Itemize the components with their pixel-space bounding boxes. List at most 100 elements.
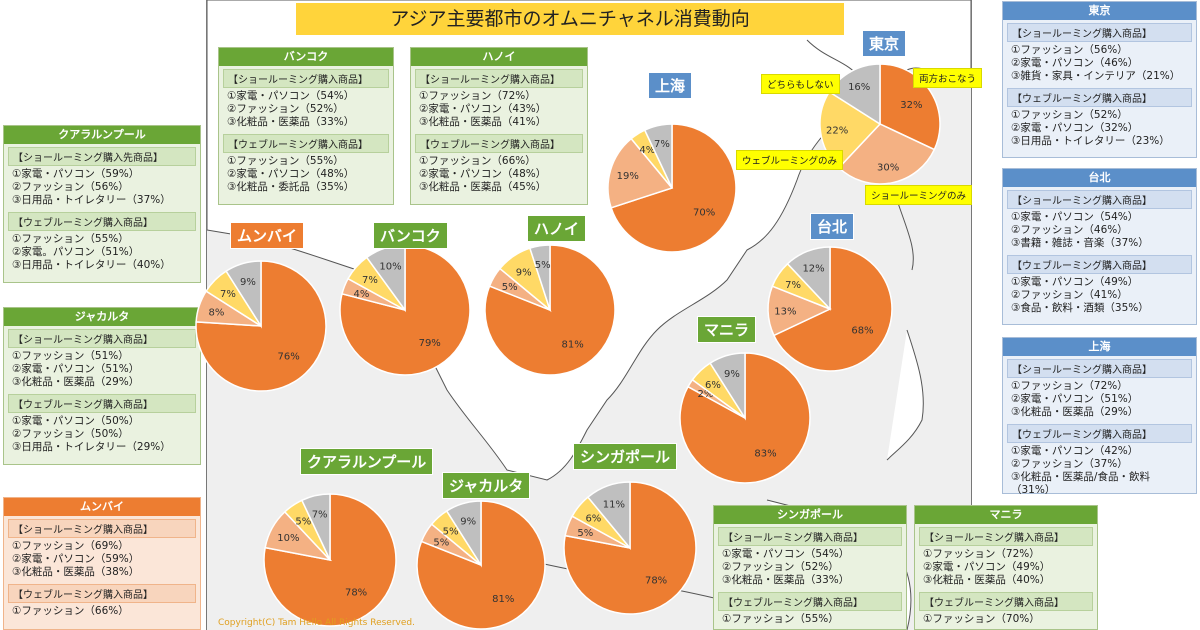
pie-slice-label: 78% <box>645 576 667 587</box>
panel-shanghai-showroom-header: 【ショールーミング購入商品】 <box>1007 359 1192 378</box>
panel-jakarta-showroom-2: ②家電・パソコン（51%） <box>12 363 140 375</box>
pie-slice <box>772 246 893 372</box>
panel-taipei-web-3: ③食品・飲料・酒類（35%） <box>1011 302 1149 314</box>
panel-singapore-showroom-header: 【ショールーミング購入商品】 <box>718 527 902 546</box>
panel-bangkok-web-3: ③化粧品・委託品（35%） <box>227 181 355 193</box>
panel-hanoi-showroom-2: ②家電・パソコン（43%） <box>419 103 547 115</box>
panel-shanghai-showroom-3: ③化粧品・医薬品（29%） <box>1011 406 1139 418</box>
panel-manila-web-1: ①ファッション（70%） <box>923 613 1040 625</box>
panel-mumbai-web-header: 【ウェブルーミング購入商品】 <box>8 584 196 603</box>
pie-slice-label: 5% <box>577 528 593 539</box>
pie-slice-label: 4% <box>639 145 655 156</box>
panel-tokyo-showroom-1: ①ファッション（56%） <box>1011 44 1128 56</box>
panel-hanoi-web-2: ②家電・パソコン（48%） <box>419 168 547 180</box>
pie-slice-label: 10% <box>379 261 401 272</box>
panel-kl-showroom-2: ②ファッション（56%） <box>12 181 129 193</box>
callout-showroom-only: ショールーミングのみ <box>865 185 973 205</box>
panel-tokyo-web-3: ③日用品・トイレタリー（23%） <box>1011 135 1170 147</box>
panel-taipei-title: 台北 <box>1003 169 1196 187</box>
panel-tokyo-web-2: ②家電・パソコン（32%） <box>1011 122 1139 134</box>
panel-manila: マニラ 【ショールーミング購入商品】 ①ファッション（72%） ②家電・パソコン… <box>914 505 1098 630</box>
pie-slice <box>445 500 482 568</box>
panel-mumbai-showroom-2: ②家電・パソコン（59%） <box>12 553 140 565</box>
pie-slice-label: 2% <box>698 389 714 400</box>
pie-slice-label: 6% <box>705 380 721 391</box>
panel-shanghai-web-header: 【ウェブルーミング購入商品】 <box>1007 424 1192 443</box>
panel-jakarta-web-header: 【ウェブルーミング購入商品】 <box>8 394 196 413</box>
panel-manila-showroom-header: 【ショールーミング購入商品】 <box>919 527 1093 546</box>
pie-slice-label: 9% <box>460 517 476 528</box>
panel-hanoi-web-3: ③化粧品・医薬品（45%） <box>419 181 547 193</box>
pie-slice <box>225 260 262 329</box>
panel-tokyo-showroom-2: ②家電・パソコン（46%） <box>1011 57 1139 69</box>
panel-taipei-web-header: 【ウェブルーミング購入商品】 <box>1007 255 1192 274</box>
callout-neither: どちらもしない <box>761 74 840 94</box>
pie-slice <box>786 246 831 311</box>
panel-kl: クアラルンプール 【ショールーミング購入先商品】 ①家電・パソコン（59%） ②… <box>3 125 201 283</box>
panel-manila-showroom-2: ②家電・パソコン（49%） <box>923 561 1051 573</box>
panel-hanoi-web-header: 【ウェブルーミング購入商品】 <box>415 134 583 153</box>
panel-jakarta-web-2: ②ファッション（50%） <box>12 428 129 440</box>
callout-web-only: ウェブルーミングのみ <box>736 150 844 170</box>
pie-slice-label: 76% <box>277 351 299 362</box>
pie-slice-label: 19% <box>617 171 639 182</box>
pie-slice <box>195 260 327 392</box>
panel-bangkok-showroom-1: ①家電・パソコン（54%） <box>227 90 355 102</box>
panel-jakarta-showroom-1: ①ファッション（51%） <box>12 350 129 362</box>
city-label-kl: クアラルンプール <box>300 448 434 475</box>
panel-jakarta-title: ジャカルタ <box>4 308 200 326</box>
pie-slice-label: 68% <box>851 326 873 337</box>
panel-tokyo: 東京 【ショールーミング購入商品】 ①ファッション（56%） ②家電・パソコン（… <box>1002 1 1197 158</box>
city-label-mumbai: ムンバイ <box>230 222 305 249</box>
panel-shanghai-web-3: ③化粧品・医薬品/食品・飲料（31%） <box>1011 471 1150 496</box>
panel-hanoi-showroom-header: 【ショールーミング購入商品】 <box>415 69 583 88</box>
panel-mumbai-web-1: ①ファッション（66%） <box>12 605 129 617</box>
pie-slice <box>679 352 811 484</box>
panel-bangkok-showroom-3: ③化粧品・医薬品（33%） <box>227 116 355 128</box>
panel-kl-web-3: ③日用品・トイレタリー（40%） <box>12 259 171 271</box>
panel-bangkok-web-1: ①ファッション（55%） <box>227 155 344 167</box>
panel-manila-showroom-1: ①ファッション（72%） <box>923 548 1040 560</box>
panel-bangkok-web-2: ②家電・パソコン（48%） <box>227 168 355 180</box>
pie-slice-label: 79% <box>419 338 441 349</box>
pie-slice-label: 4% <box>354 289 370 300</box>
pie-slice-label: 5% <box>443 526 459 537</box>
panel-jakarta-web-1: ①家電・パソコン（50%） <box>12 415 140 427</box>
pie-slice-label: 70% <box>693 207 715 218</box>
panel-tokyo-showroom-3: ③雑貨・家具・インテリア（21%） <box>1011 70 1181 82</box>
pie-slice-label: 16% <box>848 82 870 93</box>
panel-tokyo-web-header: 【ウェブルーミング購入商品】 <box>1007 88 1192 107</box>
city-label-manila: マニラ <box>697 316 757 343</box>
pie-slice-label: 5% <box>535 260 551 271</box>
panel-taipei-showroom-1: ①家電・パソコン（54%） <box>1011 211 1139 223</box>
pie-slice-label: 5% <box>433 538 449 549</box>
panel-kl-showroom-1: ①家電・パソコン（59%） <box>12 168 140 180</box>
pie-slice <box>528 244 551 311</box>
city-label-bangkok: バンコク <box>373 222 448 249</box>
panel-shanghai-showroom-1: ①ファッション（72%） <box>1011 380 1128 392</box>
panel-tokyo-title: 東京 <box>1003 2 1196 20</box>
panel-singapore-showroom-2: ②ファッション（52%） <box>722 561 839 573</box>
panel-shanghai-web-1: ①家電・パソコン（42%） <box>1011 445 1139 457</box>
pie-slice <box>837 123 936 185</box>
panel-hanoi-title: ハノイ <box>411 48 587 66</box>
pie-slice-label: 6% <box>585 514 601 525</box>
panel-kl-showroom-header: 【ショールーミング購入先商品】 <box>8 147 196 166</box>
pie-slice-label: 5% <box>502 282 518 293</box>
panel-singapore-title: シンガポール <box>714 506 906 524</box>
panel-singapore-showroom-3: ③化粧品・医薬品（33%） <box>722 574 850 586</box>
pie-slice <box>607 137 674 209</box>
panel-kl-title: クアラルンプール <box>4 126 200 144</box>
pie-slice-label: 22% <box>826 125 848 136</box>
pie-slice-label: 7% <box>362 275 378 286</box>
panel-hanoi-showroom-1: ①ファッション（72%） <box>419 90 536 102</box>
panel-jakarta-web-3: ③日用品・トイレタリー（29%） <box>12 441 171 453</box>
pie-slice <box>586 481 631 551</box>
pie-slice-label: 30% <box>877 162 899 173</box>
city-label-hanoi: ハノイ <box>527 215 587 242</box>
callout-both: 両方おこなう <box>913 68 983 88</box>
pie-slice-label: 12% <box>802 263 824 274</box>
panel-bangkok-web-header: 【ウェブルーミング購入商品】 <box>223 134 389 153</box>
